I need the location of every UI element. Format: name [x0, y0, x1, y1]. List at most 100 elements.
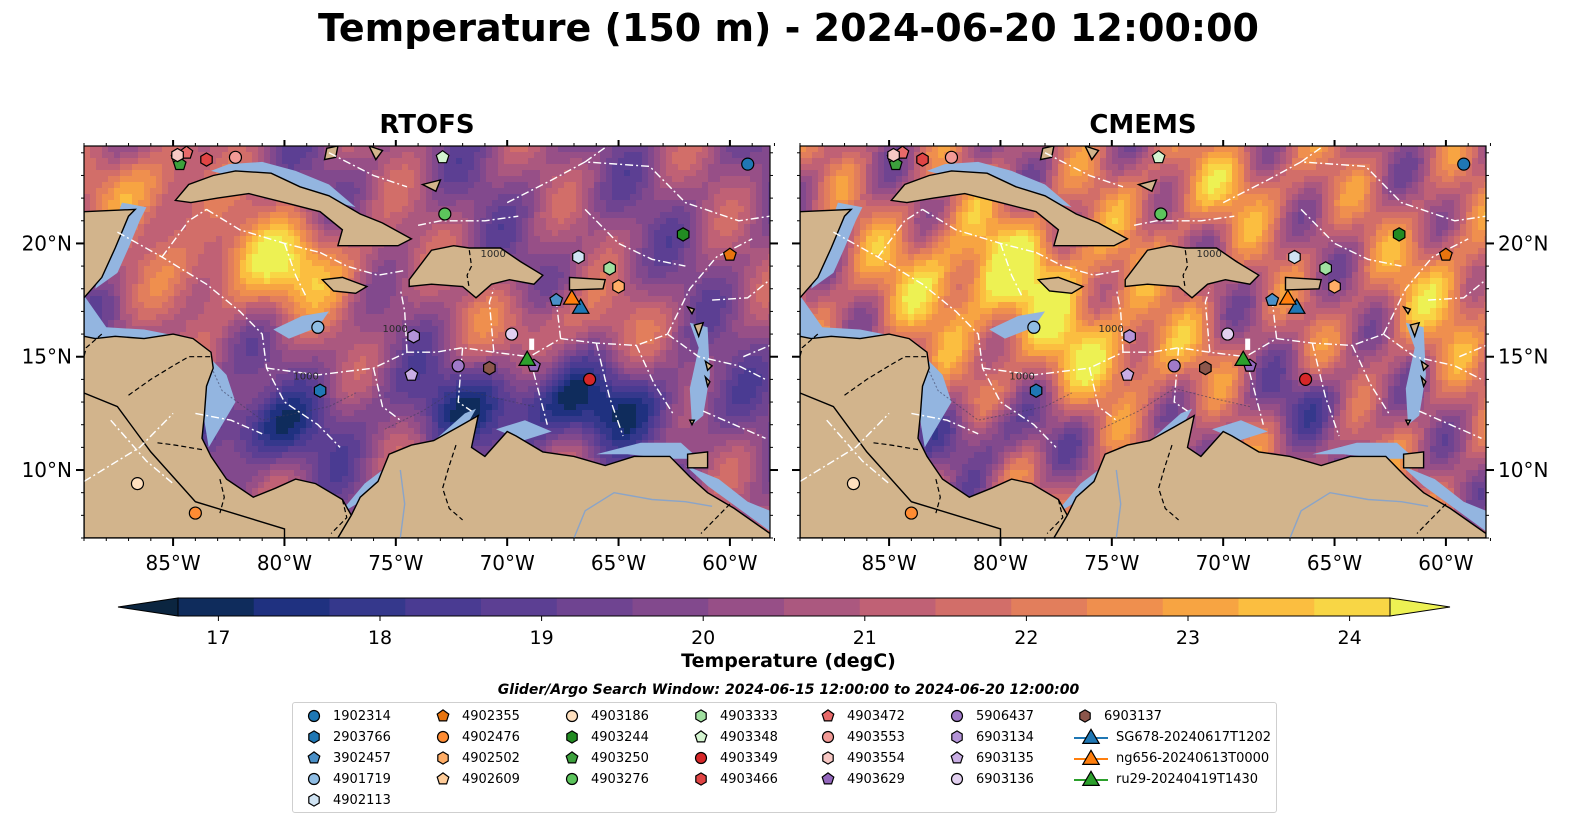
shelf-area — [811, 202, 863, 289]
isobath-line — [1100, 387, 1251, 430]
land-mass — [1124, 244, 1260, 299]
land-mass — [1420, 374, 1427, 389]
colorbar-tick-label: 24 — [1338, 627, 1362, 649]
legend-marker — [565, 709, 579, 723]
map-frame — [799, 145, 1487, 539]
colorbar-bin — [1087, 598, 1164, 616]
colorbar-bin — [859, 598, 937, 616]
legend-label: 4902355 — [462, 708, 520, 724]
colorbar-tick-label: 23 — [1176, 627, 1200, 649]
country-border — [1157, 444, 1179, 521]
obs-marker-5906437 — [1167, 359, 1181, 373]
shelf-area — [84, 295, 236, 448]
river — [1115, 469, 1122, 538]
obs-marker-4901719 — [1027, 320, 1041, 334]
eez-boundary — [555, 300, 562, 339]
eez-boundary — [1271, 300, 1278, 339]
circle-icon — [821, 730, 835, 744]
eez-boundary — [800, 412, 890, 482]
legend-marker — [1079, 709, 1091, 723]
eez-boundary — [319, 251, 405, 276]
legend-label: 6903137 — [1104, 708, 1162, 724]
river — [1289, 491, 1429, 538]
obs-marker-5906437 — [451, 359, 465, 373]
obs-marker-4903554 — [171, 147, 184, 163]
legend-item: 4903276 — [559, 770, 649, 788]
country-border — [466, 250, 473, 289]
obs-marker-ng656-20240613T0000 — [562, 288, 582, 305]
obs-marker-4903333 — [603, 261, 617, 276]
hexagon-icon — [951, 730, 963, 744]
legend-label: 4903629 — [847, 771, 905, 787]
legend-label: 4902476 — [462, 729, 520, 745]
lon-tick-label: 85°W — [145, 551, 200, 575]
isobath-label: 1000 — [1196, 249, 1221, 260]
legend-item: 4902113 — [301, 791, 391, 809]
legend-label: ru29-20240419T1430 — [1116, 771, 1259, 787]
legend-marker — [695, 772, 707, 786]
legend-marker — [436, 772, 450, 785]
obs-marker-6903135 — [404, 367, 419, 381]
land-mass — [320, 276, 369, 295]
eez-boundary — [584, 146, 608, 163]
eez-boundary — [666, 238, 753, 335]
eez-boundary — [584, 208, 686, 267]
obs-marker-6903137 — [483, 360, 496, 376]
legend-marker — [950, 709, 964, 723]
colorbar-tick-label: 18 — [368, 627, 392, 649]
shelf-area — [685, 465, 770, 532]
hexagon-icon — [695, 772, 707, 786]
obs-marker-2903766 — [313, 383, 327, 398]
eez-boundary — [1311, 342, 1340, 437]
obs-marker-4903244 — [676, 227, 690, 242]
obs-marker-4902355 — [1438, 247, 1453, 261]
legend-label: SG678-20240617T1202 — [1116, 729, 1272, 745]
colorbar-bin — [708, 598, 785, 616]
eez-boundary — [1382, 238, 1469, 335]
legend-label: 4903276 — [591, 771, 649, 787]
lon-tick-label: 70°W — [480, 551, 535, 575]
eez-boundary — [372, 367, 401, 421]
obs-marker-4903244 — [1392, 227, 1406, 242]
colorbar-bin — [784, 598, 861, 616]
legend-item: 4903466 — [688, 770, 778, 788]
legend-label: 6903136 — [976, 771, 1034, 787]
legend-label: 4903348 — [720, 729, 778, 745]
colorbar: 17 18 19 20 21 22 23 24 — [117, 597, 1451, 649]
obs-marker-4903554 — [887, 147, 900, 163]
land-mass — [84, 208, 137, 538]
hexagon-icon — [437, 751, 449, 765]
legend-marker — [436, 730, 450, 744]
obs-marker-2903766 — [1029, 383, 1043, 398]
legend-label: 4903472 — [847, 708, 905, 724]
legend-label: 4903250 — [591, 750, 649, 766]
obs-marker-4902502 — [1328, 279, 1341, 294]
country-border — [219, 478, 225, 514]
country-border — [157, 442, 203, 451]
obs-marker-4903553 — [944, 150, 959, 164]
river — [399, 469, 406, 538]
country-border — [800, 333, 819, 357]
legend-item: 6903136 — [944, 770, 1034, 788]
land-mass — [686, 451, 709, 469]
legend-item: 4903629 — [815, 770, 905, 788]
obs-marker-4903348 — [435, 149, 450, 164]
legend-item: 4903349 — [688, 749, 778, 767]
obs-marker-4901719 — [311, 320, 325, 334]
lon-tick-label: 65°W — [1307, 551, 1362, 575]
legend-item: 6903134 — [944, 728, 1034, 746]
lon-tick-label: 80°W — [973, 551, 1028, 575]
country-border — [84, 333, 103, 357]
land-mass — [1284, 276, 1323, 291]
obs-marker-3902457 — [1265, 292, 1280, 306]
obs-marker-6903137 — [1199, 360, 1212, 376]
shelf-area — [1405, 322, 1426, 425]
land-mass — [1084, 146, 1100, 161]
land-mass — [368, 146, 384, 161]
search-window-text: Glider/Argo Search Window: 2024-06-15 12… — [497, 682, 1080, 698]
shelf-area — [1053, 470, 1099, 516]
hexagon-icon — [308, 730, 320, 744]
obs-marker-SG678-20240617T1202 — [1287, 297, 1306, 314]
pentagon-icon — [950, 751, 964, 764]
land-mass — [688, 419, 696, 427]
